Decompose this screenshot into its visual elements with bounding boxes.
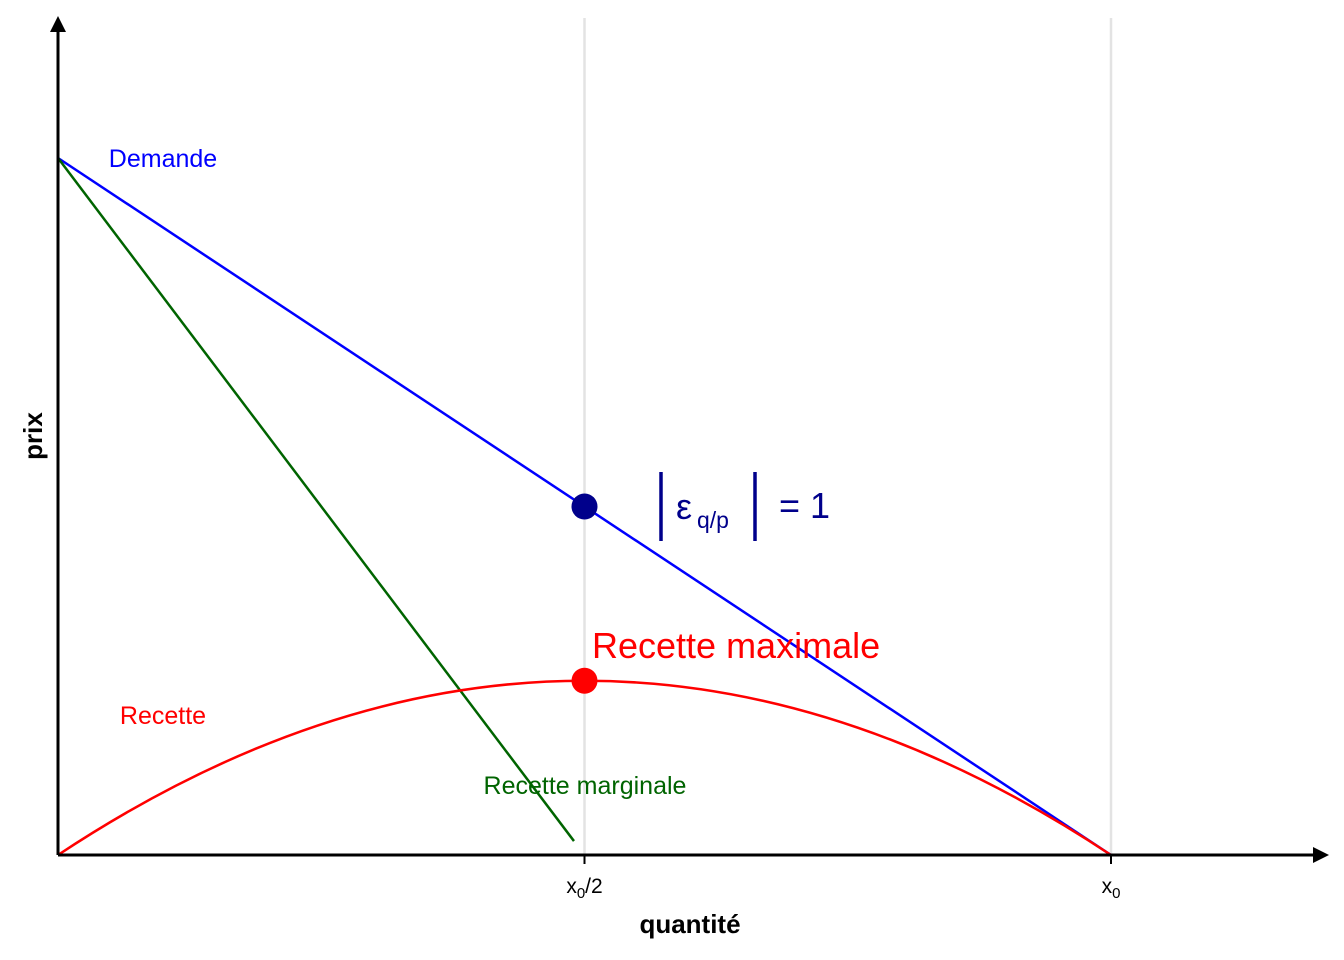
elasticity-symbol: ε [676, 486, 692, 527]
label-recette: Recette [120, 702, 206, 730]
max-revenue-point [571, 667, 598, 694]
y-axis-arrow [50, 16, 66, 32]
x-tick-label-0: x0/2 [566, 875, 602, 902]
grid-layer [583, 18, 1113, 855]
labels-layer: quantité prix Demande Recette marginale Rece… [18, 145, 880, 939]
series-recette-marginale [57, 157, 575, 842]
y-axis-title: prix [18, 412, 48, 460]
x-tick-label-1: x0 [1102, 875, 1121, 902]
elasticity-subscript: q/p [697, 507, 729, 533]
points-layer [571, 493, 598, 694]
label-recette-marginale: Recette marginale [484, 772, 687, 800]
elasticity-point [571, 493, 598, 520]
x-axis-title: quantité [639, 909, 740, 939]
x-axis-arrow [1313, 847, 1329, 863]
max-revenue-label: Recette maximale [592, 625, 880, 666]
elasticity-annotation: ε q/p = 1 [659, 472, 830, 541]
elasticity-equals: = 1 [779, 485, 830, 526]
label-demande: Demande [109, 145, 217, 173]
axes-layer: x0/2 x0 [50, 16, 1329, 902]
